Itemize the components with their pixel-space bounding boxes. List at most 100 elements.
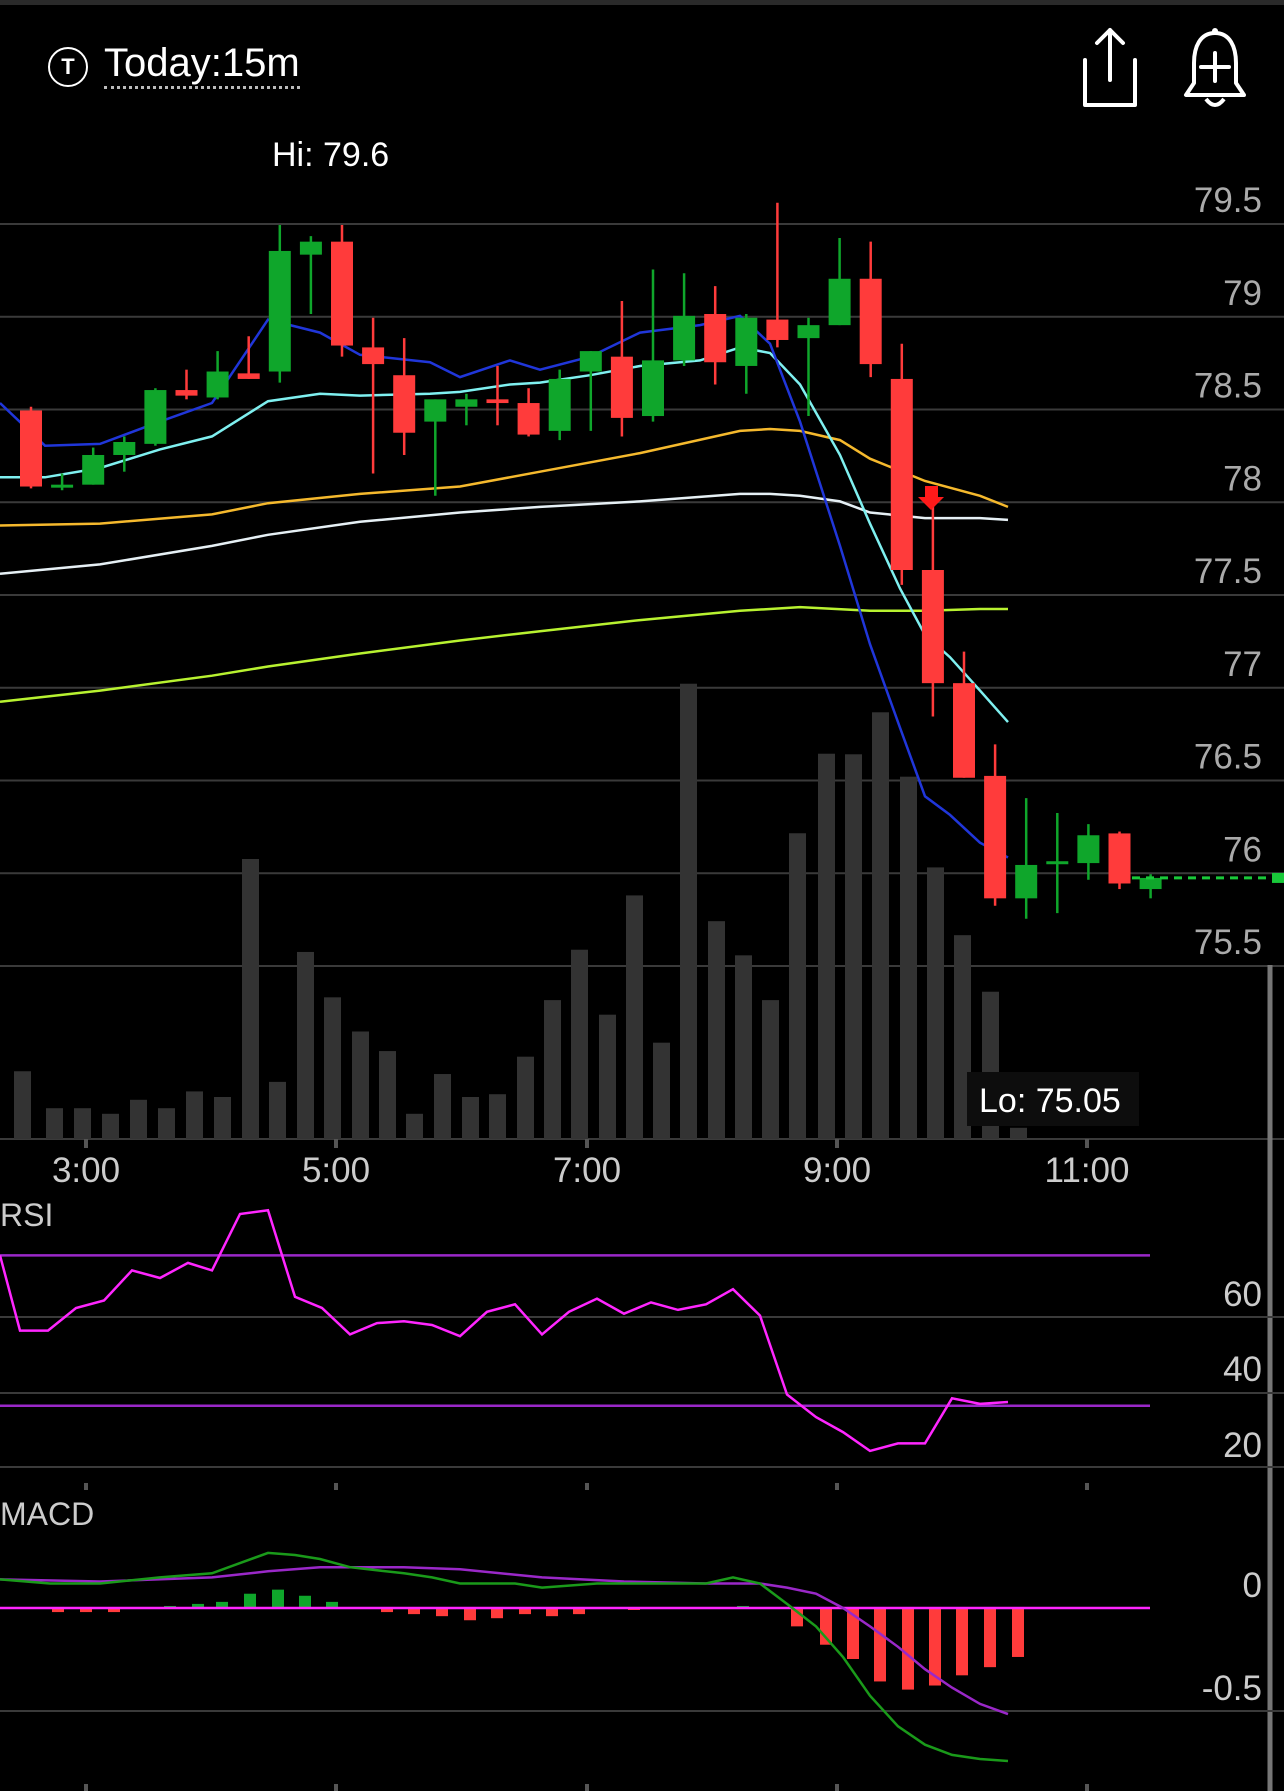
candle-body xyxy=(237,373,260,379)
volume-bar xyxy=(130,1099,147,1139)
macd-histogram-bar xyxy=(408,1608,420,1615)
macd-histogram-bar xyxy=(874,1608,886,1682)
price-tick-label: 75.5 xyxy=(1194,923,1262,962)
volume-bar xyxy=(544,1000,561,1139)
candle-body xyxy=(268,250,291,372)
price-tick-label: 76.5 xyxy=(1194,738,1262,777)
candle-body xyxy=(828,278,851,326)
alert-button[interactable] xyxy=(1180,25,1250,115)
macd-signal-line xyxy=(0,1565,1009,1716)
macd-histogram-bar xyxy=(80,1608,92,1613)
volume-bar xyxy=(269,1081,286,1139)
last-price-marker xyxy=(1272,872,1284,883)
candle-body xyxy=(144,390,167,444)
macd-histogram-bar xyxy=(216,1601,228,1608)
macd-histogram-bar xyxy=(108,1608,120,1613)
macd-histogram-bar xyxy=(436,1608,448,1617)
candle-body xyxy=(984,775,1007,899)
rsi-panel: RSI 60 40 20 xyxy=(0,1197,1284,1490)
candle-body xyxy=(455,399,478,407)
macd-histogram-bar xyxy=(52,1608,64,1613)
rsi-label: RSI xyxy=(0,1197,53,1233)
macd-histogram-bar xyxy=(299,1595,311,1608)
volume-bar xyxy=(626,895,643,1139)
macd-histogram-bar xyxy=(192,1603,204,1608)
volume-bar xyxy=(708,921,725,1139)
volume-bar xyxy=(406,1113,423,1139)
volume-bar xyxy=(379,1051,396,1139)
candle-body xyxy=(859,278,882,365)
volume-bar xyxy=(845,754,862,1139)
timeframe-selector[interactable]: Today:15m xyxy=(104,40,300,89)
candle-body xyxy=(206,371,229,398)
volume-bar xyxy=(872,712,889,1139)
volume-bar xyxy=(954,935,971,1139)
price-tick-label: 77.5 xyxy=(1194,552,1262,591)
rsi-tick-label: 40 xyxy=(1223,1350,1262,1389)
volume-bar xyxy=(489,1094,506,1139)
candle-body xyxy=(579,351,602,372)
macd-tick-label: -0.5 xyxy=(1202,1669,1262,1708)
candle-body xyxy=(890,378,913,570)
sell-arrow-icon xyxy=(918,486,944,510)
rsi-tick-label: 60 xyxy=(1223,1275,1262,1314)
volume-bar xyxy=(735,955,752,1139)
macd-histogram-bar xyxy=(956,1608,968,1676)
volume-bar xyxy=(653,1042,670,1139)
volume-bar xyxy=(74,1108,91,1139)
macd-histogram-bar xyxy=(326,1601,338,1608)
volume-bar xyxy=(571,949,588,1139)
volume-bar xyxy=(927,867,944,1139)
time-tick-label: 11:00 xyxy=(1045,1151,1130,1190)
candle-body xyxy=(766,319,789,340)
macd-histogram-bar xyxy=(464,1608,476,1621)
low-label: Lo: 75.05 xyxy=(979,1082,1121,1120)
volume-bar xyxy=(14,1071,31,1139)
macd-histogram-bar xyxy=(847,1608,859,1659)
macd-histogram-bar xyxy=(381,1608,393,1613)
ticker-badge: T xyxy=(48,47,88,87)
volume-bar xyxy=(1010,1127,1027,1139)
price-tick-label: 76 xyxy=(1223,830,1262,869)
candle-body xyxy=(953,683,975,778)
macd-histogram-bar xyxy=(984,1608,996,1668)
macd-histogram-bar xyxy=(902,1608,914,1690)
candlesticks xyxy=(20,202,1162,919)
price-tick-label: 78 xyxy=(1223,459,1262,498)
share-icon xyxy=(1083,28,1137,107)
moving-average-line-white xyxy=(0,492,1009,575)
candle-body xyxy=(610,356,633,418)
macd-line xyxy=(0,1551,1009,1763)
candle-body xyxy=(1077,835,1100,864)
candle-body xyxy=(1139,877,1162,890)
price-tick-label: 79 xyxy=(1223,274,1262,313)
volume-bar xyxy=(517,1056,534,1139)
candle-body xyxy=(1046,861,1069,865)
time-tick-label: 5:00 xyxy=(302,1151,370,1190)
candle-body xyxy=(1108,833,1131,884)
macd-histogram-bar xyxy=(491,1608,503,1619)
volume-bar xyxy=(462,1097,479,1139)
candle-body xyxy=(673,315,696,361)
macd-tick-label: 0 xyxy=(1243,1566,1262,1605)
moving-average-line-lime xyxy=(0,605,1008,703)
volume-bar xyxy=(297,951,314,1139)
candle-body xyxy=(517,403,540,435)
volume-bar xyxy=(762,1000,779,1139)
time-tick-label: 3:00 xyxy=(52,1151,120,1190)
share-button[interactable] xyxy=(1075,25,1145,115)
rsi-tick-label: 20 xyxy=(1223,1426,1262,1465)
macd-histogram-bar xyxy=(1012,1608,1024,1657)
time-tick-label: 9:00 xyxy=(803,1151,871,1190)
volume-bar xyxy=(900,776,917,1139)
top-divider xyxy=(0,0,1284,5)
macd-histogram-bar xyxy=(546,1608,558,1617)
candle-body xyxy=(921,570,944,684)
volume-bar xyxy=(434,1074,451,1139)
top-bar: T Today:15m xyxy=(0,0,1284,120)
price-tick-label: 77 xyxy=(1223,645,1262,684)
volume-bar xyxy=(46,1108,63,1139)
volume-bar xyxy=(186,1091,203,1139)
volume-bars xyxy=(14,683,1027,1139)
